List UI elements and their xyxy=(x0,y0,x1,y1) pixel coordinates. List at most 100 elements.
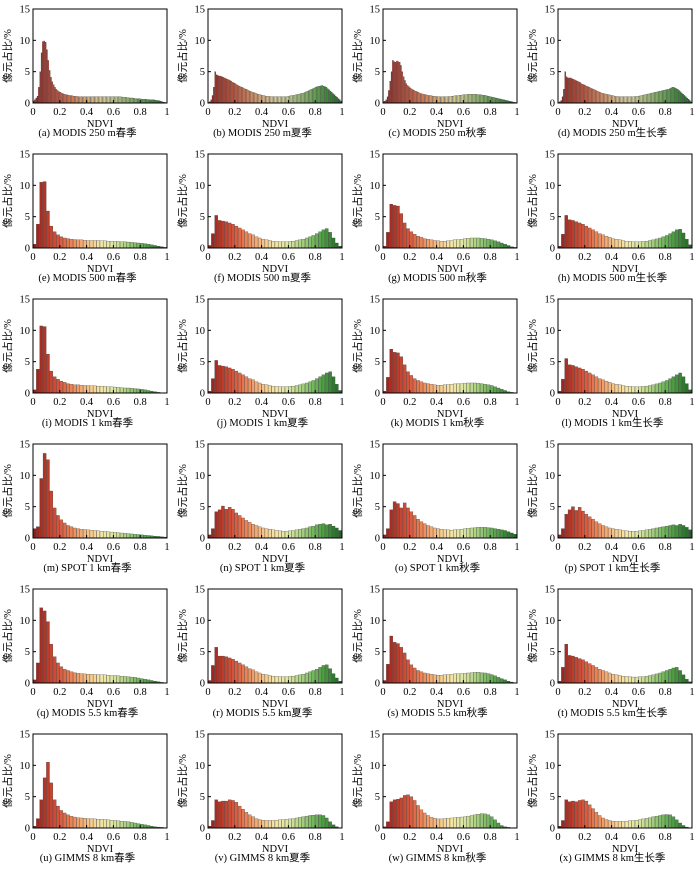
histogram-bar xyxy=(321,229,326,249)
x-tick-label: 0.2 xyxy=(228,397,241,408)
histogram-bar xyxy=(685,96,687,104)
y-tick-label: 15 xyxy=(195,295,206,306)
histogram-bar xyxy=(268,529,272,539)
histogram-bar xyxy=(624,530,629,539)
x-tick-label: 0.4 xyxy=(605,397,619,408)
histogram-bar xyxy=(305,237,309,249)
histogram-bar xyxy=(476,94,479,104)
histogram-bar xyxy=(603,93,605,104)
histogram-bar xyxy=(581,659,585,684)
y-tick-label: 0 xyxy=(200,389,205,400)
histogram-bar xyxy=(221,505,225,539)
histogram-bar xyxy=(211,378,215,394)
histogram-bar xyxy=(227,507,232,539)
x-tick-label: 0 xyxy=(205,687,210,698)
histogram-bar xyxy=(586,85,588,104)
histogram-bar xyxy=(116,387,120,394)
histogram-bar xyxy=(433,674,437,684)
bar-group xyxy=(207,71,342,104)
histogram-bar xyxy=(242,87,245,104)
histogram-bar xyxy=(661,671,666,684)
histogram-bar xyxy=(480,238,484,249)
histogram-bar xyxy=(73,527,77,539)
histogram-bar xyxy=(298,384,302,394)
histogram-bar xyxy=(36,526,40,539)
histogram-bar xyxy=(658,672,662,684)
histogram-bar xyxy=(500,678,504,684)
histogram-bar xyxy=(328,524,332,539)
panel-caption: (t) MODIS 5.5 km生长季 xyxy=(557,708,668,719)
histogram-bar xyxy=(584,800,589,829)
chart-panel: 0 5 10 15 0 0.2 0.4 0.6 0.8 1 NDVI 像元占比/% (l) MODIS … xyxy=(525,290,700,435)
histogram-bar xyxy=(305,527,309,539)
histogram-bar xyxy=(214,71,216,104)
y-tick-label: 5 xyxy=(25,212,30,223)
histogram-bar xyxy=(396,205,400,249)
histogram-bar xyxy=(284,530,289,539)
histogram-bar xyxy=(214,647,218,684)
histogram-bar xyxy=(93,674,97,684)
panel-caption: (m) SPOT 1 km春季 xyxy=(43,563,132,574)
histogram-bar xyxy=(416,805,420,829)
histogram-bar xyxy=(298,817,302,829)
histogram-bar xyxy=(473,672,477,684)
y-tick-label: 5 xyxy=(550,647,555,658)
panel-caption: (n) SPOT 1 km夏季 xyxy=(219,563,306,574)
histogram-bar xyxy=(413,234,417,249)
histogram-bar xyxy=(624,676,629,684)
x-tick-label: 0.8 xyxy=(134,252,147,263)
histogram-bar xyxy=(685,239,689,249)
histogram-bar xyxy=(66,238,70,249)
histogram-bar xyxy=(282,96,285,104)
histogram-bar xyxy=(592,89,595,104)
histogram-bar xyxy=(631,241,635,249)
histogram-bar xyxy=(79,239,84,249)
histogram-bar xyxy=(426,383,430,394)
histogram-bar xyxy=(224,656,228,684)
histogram-bar xyxy=(671,816,676,829)
histogram-bar xyxy=(248,90,250,104)
histogram-bar xyxy=(69,384,74,394)
histogram-bar xyxy=(307,90,309,104)
histogram-bar xyxy=(446,384,450,394)
y-tick-label: 15 xyxy=(20,150,31,161)
histogram-bar xyxy=(631,530,635,539)
histogram-bar xyxy=(571,800,575,829)
bar-group xyxy=(207,215,342,249)
x-tick-label: 0 xyxy=(380,397,385,408)
histogram-bar xyxy=(406,371,410,394)
histogram-svg: 0 5 10 15 0 0.2 0.4 0.6 0.8 1 NDVI 像元占比/% xyxy=(176,585,345,711)
histogram-bar xyxy=(96,385,100,394)
histogram-bar xyxy=(94,96,96,104)
histogram-bar xyxy=(126,241,131,249)
histogram-bar xyxy=(390,71,393,104)
x-axis-label: NDVI xyxy=(262,699,289,710)
y-axis-label: 像元占比/% xyxy=(351,609,364,663)
x-tick-label: 0.8 xyxy=(134,687,147,698)
histogram-bar xyxy=(444,96,446,104)
histogram-bar xyxy=(133,388,137,394)
histogram-bar xyxy=(486,673,491,684)
histogram-bar xyxy=(123,533,127,539)
histogram-bar xyxy=(79,96,82,104)
y-tick-label: 0 xyxy=(375,99,380,110)
plot-frame xyxy=(32,588,168,684)
histogram-bar xyxy=(608,382,612,394)
histogram-bar xyxy=(251,379,255,394)
histogram-bar xyxy=(661,526,666,539)
x-tick-label: 0.6 xyxy=(632,397,645,408)
histogram-bar xyxy=(42,41,44,104)
histogram-bar xyxy=(634,241,639,249)
histogram-bar xyxy=(402,364,407,394)
x-tick-label: 0.6 xyxy=(632,832,645,843)
histogram-bar xyxy=(99,530,104,539)
histogram-bar xyxy=(300,93,302,104)
bar-group xyxy=(557,506,692,539)
histogram-bar xyxy=(393,61,395,104)
histogram-bar xyxy=(426,673,430,684)
y-tick-label: 5 xyxy=(550,67,555,78)
histogram-svg: 0 5 10 15 0 0.2 0.4 0.6 0.8 1 NDVI 像元占比/% xyxy=(351,440,520,566)
histogram-bar xyxy=(130,97,133,104)
histogram-bar xyxy=(91,96,94,104)
histogram-bar xyxy=(305,672,309,684)
